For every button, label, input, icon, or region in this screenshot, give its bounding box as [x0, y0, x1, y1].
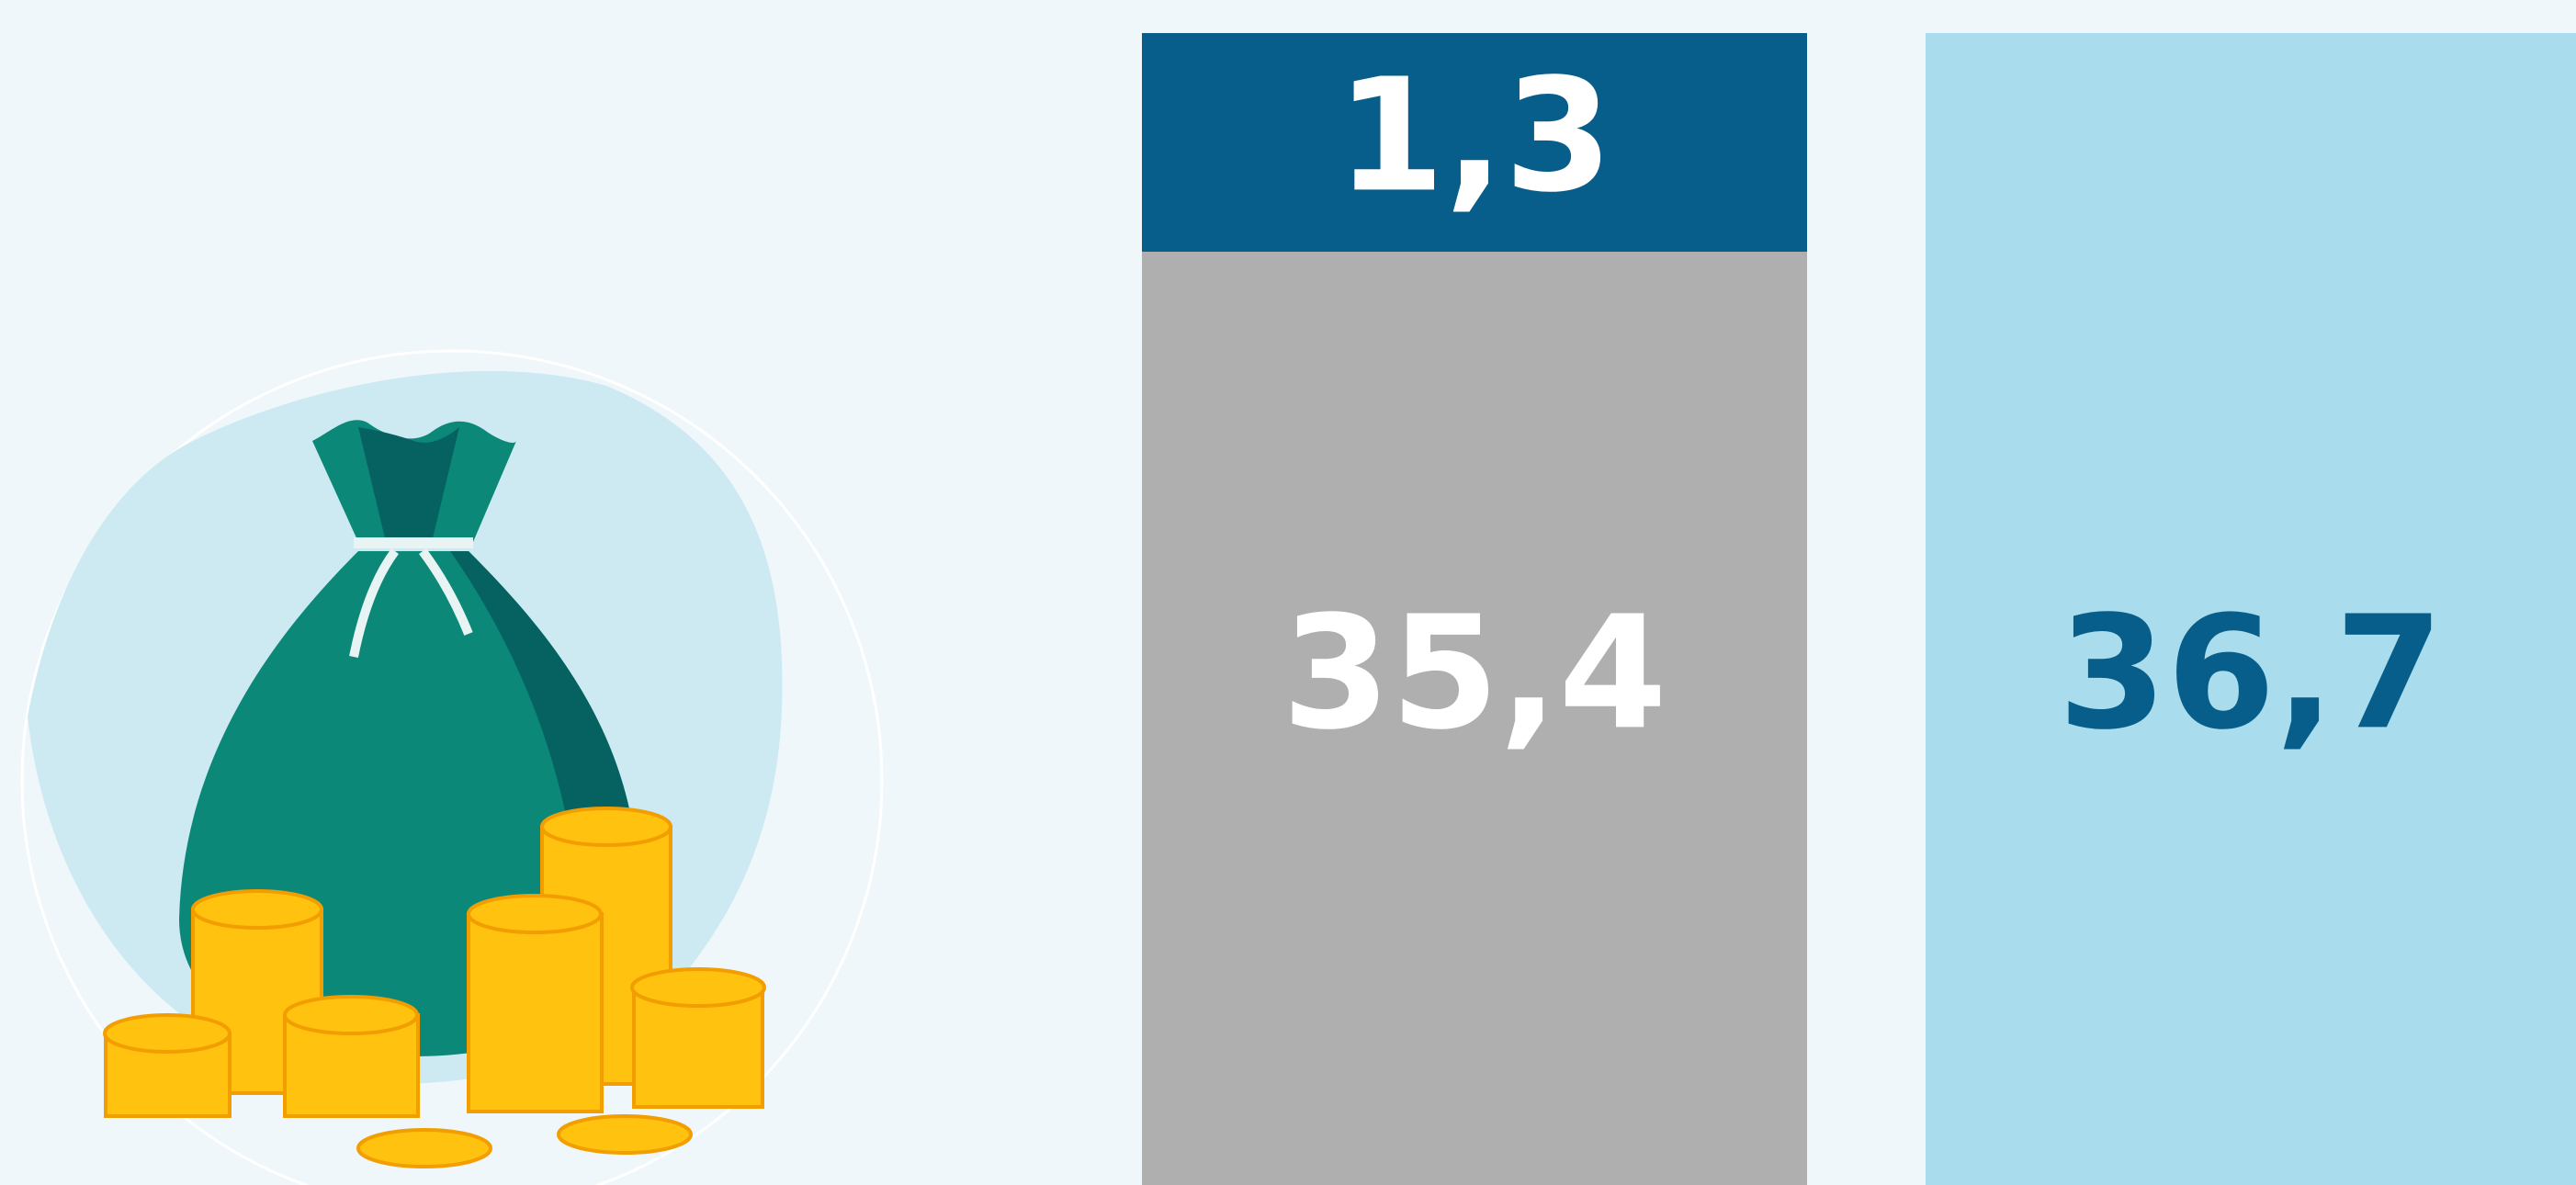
- bottom-segment-label: 35,4: [1282, 582, 1666, 764]
- top-segment-label: 1,3: [1336, 45, 1612, 227]
- total-column-label: 36,7: [2058, 582, 2443, 764]
- infographic: 1,3 35,4 36,7: [0, 0, 2576, 1185]
- page: 1,3 35,4 36,7 (() => { const data = JSON…: [0, 0, 2576, 1185]
